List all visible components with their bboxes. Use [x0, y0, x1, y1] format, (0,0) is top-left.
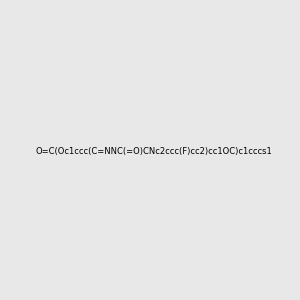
Text: O=C(Oc1ccc(C=NNC(=O)CNc2ccc(F)cc2)cc1OC)c1cccs1: O=C(Oc1ccc(C=NNC(=O)CNc2ccc(F)cc2)cc1OC)…	[35, 147, 272, 156]
